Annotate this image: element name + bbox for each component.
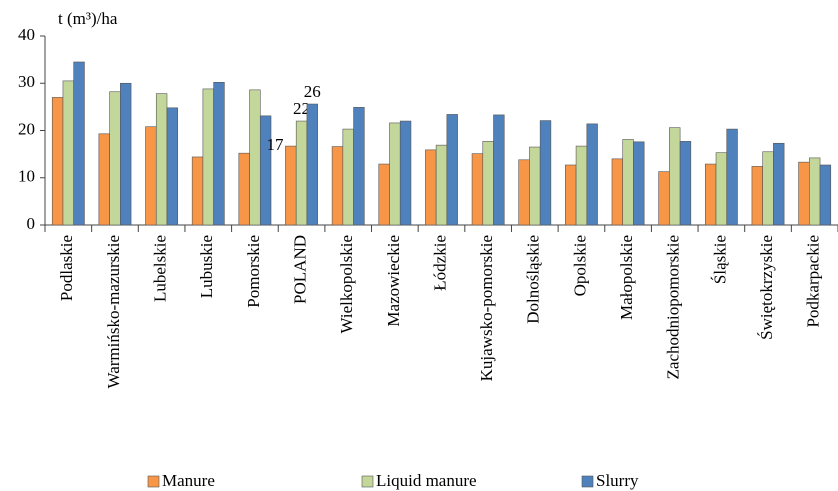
bar: [62, 80, 74, 226]
bar: [751, 166, 763, 226]
bar: [586, 123, 598, 226]
bar: [622, 139, 634, 226]
bar: [238, 152, 250, 226]
bar: [51, 97, 64, 226]
bar: [539, 120, 552, 226]
x-tick-label: Lubuskie: [197, 235, 216, 298]
bar: [435, 144, 448, 226]
data-label: 22: [293, 99, 310, 118]
x-tick-label: Mazowieckie: [384, 235, 403, 327]
x-tick-label: Wielkopolskie: [337, 235, 356, 333]
bar: [73, 61, 85, 226]
bar: [762, 151, 774, 226]
bar: [715, 152, 728, 226]
x-tick-label: Opolskie: [570, 235, 589, 296]
bar: [565, 164, 577, 226]
bar: [679, 141, 692, 226]
x-tick-label: Pomorskie: [244, 235, 263, 308]
legend-label: Liquid manure: [376, 471, 477, 490]
bar: [202, 88, 214, 226]
bar: [191, 156, 204, 226]
bar: [611, 158, 624, 226]
x-tick-label: Kujawsko-pomorskie: [477, 235, 496, 381]
legend-swatch: [581, 475, 594, 488]
bar: [575, 145, 588, 226]
bar: [389, 122, 401, 226]
bar: [399, 120, 412, 226]
x-tick-label: Śląskie: [710, 235, 729, 284]
bar: [331, 146, 344, 226]
bar: [109, 91, 121, 226]
legend-label: Slurry: [596, 471, 639, 490]
bar: [425, 149, 437, 226]
x-tick-label: Zachodniopomorskie: [664, 235, 683, 379]
bar: [378, 163, 390, 226]
bar: [773, 142, 785, 226]
bar: [704, 163, 717, 226]
y-tick-label: 40: [18, 25, 35, 44]
x-tick-label: Małopolskie: [617, 235, 636, 320]
x-tick-label: POLAND: [290, 235, 309, 304]
y-tick-label: 0: [27, 214, 36, 233]
bar: [798, 161, 810, 226]
bar: [819, 164, 832, 226]
y-axis-label: t (m³)/ha: [58, 9, 118, 28]
x-tick-label: Podlaskie: [57, 235, 76, 301]
legend-swatch: [361, 475, 374, 488]
bar: [306, 103, 318, 226]
bar: [285, 145, 297, 226]
bar: [342, 128, 354, 226]
bar: [120, 82, 132, 226]
y-tick-label: 30: [18, 72, 35, 91]
bar: [213, 82, 225, 226]
bar: [529, 146, 541, 226]
x-tick-label: Lubelskie: [151, 235, 170, 302]
legend-label: Manure: [162, 471, 215, 490]
bar: [259, 115, 272, 226]
bar: [809, 157, 821, 226]
bar: [98, 133, 110, 226]
x-tick-label: Warmińsko-mazurskie: [104, 235, 123, 388]
bar: [471, 153, 484, 226]
bar: [669, 127, 681, 226]
x-tick-label: Łódzkie: [430, 235, 449, 291]
y-tick-label: 10: [18, 167, 35, 186]
y-tick-label: 20: [18, 119, 35, 138]
bar: [353, 107, 365, 226]
data-label: 26: [304, 82, 321, 101]
bar: [726, 128, 738, 226]
bar: [249, 89, 261, 226]
bar: [493, 114, 505, 226]
x-tick-label: Dolnośląskie: [524, 235, 543, 324]
bar: [482, 141, 494, 226]
bar: [155, 93, 168, 226]
bar: [166, 107, 179, 226]
bar: [658, 171, 670, 226]
data-label: 17: [266, 135, 284, 154]
x-tick-label: Podkarpackie: [804, 235, 823, 328]
bar: [446, 114, 458, 226]
bar: [633, 141, 645, 226]
x-tick-label: Świętokrzyskie: [757, 235, 776, 340]
legend-swatch: [147, 475, 160, 488]
bar: [295, 120, 308, 226]
bar: [518, 159, 530, 226]
bar: [145, 126, 157, 226]
